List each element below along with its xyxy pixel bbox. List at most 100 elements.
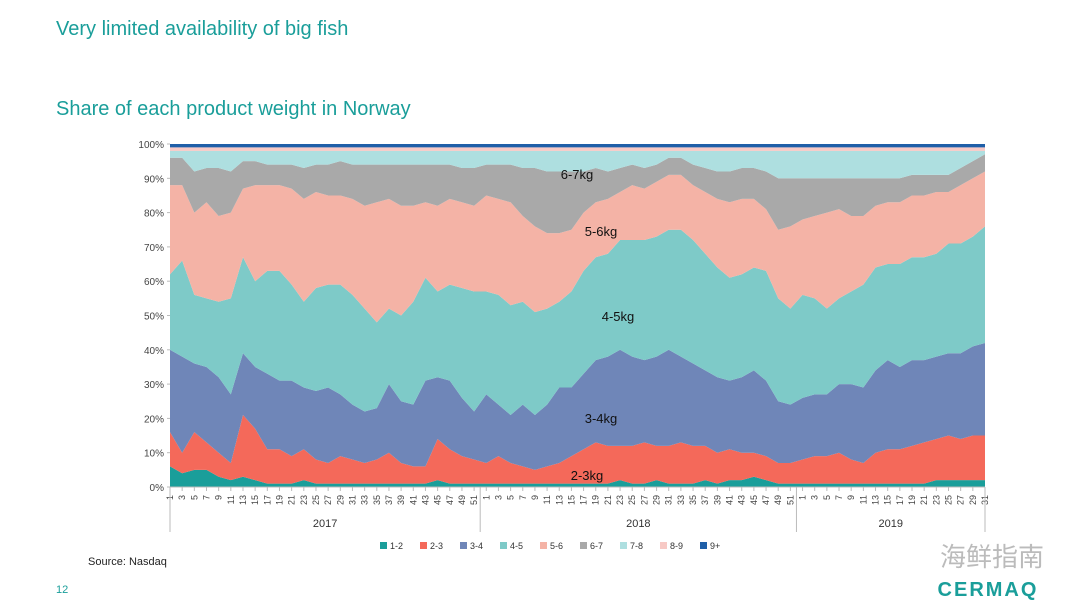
x-tick-label: 29 <box>335 495 345 505</box>
x-tick-label: 3 <box>177 495 187 500</box>
x-tick-label: 5 <box>822 495 832 500</box>
area <box>170 154 985 234</box>
x-tick-label: 25 <box>944 495 954 505</box>
logo: CERMAQ <box>938 579 1039 601</box>
x-tick-label: 11 <box>858 495 868 504</box>
annotation: 6-7kg <box>561 167 594 182</box>
x-tick-label: 41 <box>725 495 735 505</box>
legend-label: 6-7 <box>590 541 603 551</box>
area <box>170 147 985 151</box>
x-tick-label: 23 <box>615 495 625 505</box>
x-tick-label: 23 <box>931 495 941 505</box>
x-tick-label: 35 <box>372 495 382 505</box>
legend-label: 3-4 <box>470 541 483 551</box>
x-tick-label: 7 <box>834 495 844 500</box>
legend-swatch <box>540 542 547 549</box>
x-tick-label: 49 <box>773 495 783 505</box>
legend-swatch <box>500 542 507 549</box>
year-label: 2017 <box>313 518 337 530</box>
legend-label: 7-8 <box>630 541 643 551</box>
annotation: 4-5kg <box>602 309 635 324</box>
x-tick-label: 21 <box>287 495 297 505</box>
x-tick-label: 21 <box>603 495 613 505</box>
x-tick-label: 5 <box>506 495 516 500</box>
x-tick-label: 31 <box>347 495 357 505</box>
x-tick-label: 7 <box>518 495 528 500</box>
x-tick-label: 13 <box>238 495 248 505</box>
x-tick-label: 1 <box>798 495 808 500</box>
x-tick-label: 29 <box>968 495 978 505</box>
watermark: 海鲜指南 <box>940 542 1044 572</box>
legend-label: 4-5 <box>510 541 523 551</box>
x-tick-label: 15 <box>250 495 260 505</box>
x-tick-label: 33 <box>360 495 370 505</box>
x-tick-label: 17 <box>895 495 905 505</box>
y-tick-label: 60% <box>144 277 164 288</box>
source: Source: Nasdaq <box>88 556 167 568</box>
legend-label: 2-3 <box>430 541 443 551</box>
x-tick-label: 13 <box>554 495 564 505</box>
x-tick-label: 19 <box>907 495 917 505</box>
slide-title: Very limited availability of big fish <box>56 18 349 40</box>
x-tick-label: 45 <box>433 495 443 505</box>
area <box>170 150 985 179</box>
x-tick-label: 3 <box>493 495 503 500</box>
x-tick-label: 47 <box>761 495 771 505</box>
x-tick-label: 33 <box>676 495 686 505</box>
x-tick-label: 49 <box>457 495 467 505</box>
x-tick-label: 47 <box>445 495 455 505</box>
x-tick-label: 25 <box>311 495 321 505</box>
y-tick-label: 40% <box>144 346 164 357</box>
legend-label: 9+ <box>710 541 720 551</box>
x-tick-label: 51 <box>469 495 479 505</box>
area <box>170 466 985 487</box>
chart-title: Share of each product weight in Norway <box>56 98 411 120</box>
legend-swatch <box>380 542 387 549</box>
page-number: 12 <box>56 584 68 596</box>
x-tick-label: 35 <box>688 495 698 505</box>
legend-swatch <box>660 542 667 549</box>
area <box>170 414 985 484</box>
legend-swatch <box>420 542 427 549</box>
x-tick-label: 17 <box>579 495 589 505</box>
x-tick-label: 27 <box>323 495 333 505</box>
x-tick-label: 29 <box>652 495 662 505</box>
x-tick-label: 19 <box>274 495 284 505</box>
x-tick-label: 15 <box>566 495 576 505</box>
annotation: 3-4kg <box>585 411 618 426</box>
y-tick-label: 70% <box>144 243 164 254</box>
x-tick-label: 9 <box>846 495 856 500</box>
area <box>170 171 985 323</box>
x-tick-label: 11 <box>542 495 552 504</box>
x-tick-label: 19 <box>591 495 601 505</box>
year-label: 2018 <box>626 518 650 530</box>
x-tick-label: 37 <box>384 495 394 505</box>
x-tick-label: 39 <box>712 495 722 505</box>
x-tick-label: 27 <box>956 495 966 505</box>
x-tick-label: 43 <box>420 495 430 505</box>
y-tick-label: 30% <box>144 380 164 391</box>
legend-swatch <box>700 542 707 549</box>
legend-swatch <box>580 542 587 549</box>
legend-label: 8-9 <box>670 541 683 551</box>
x-tick-label: 51 <box>785 495 795 505</box>
x-tick-label: 1 <box>481 495 491 500</box>
y-tick-label: 10% <box>144 449 164 460</box>
x-tick-label: 13 <box>871 495 881 505</box>
legend-label: 5-6 <box>550 541 563 551</box>
y-tick-label: 90% <box>144 174 164 185</box>
y-tick-label: 80% <box>144 209 164 220</box>
legend-swatch <box>620 542 627 549</box>
area <box>170 144 985 148</box>
x-tick-label: 15 <box>883 495 893 505</box>
y-tick-label: 50% <box>144 312 164 323</box>
x-tick-label: 25 <box>627 495 637 505</box>
x-tick-label: 23 <box>299 495 309 505</box>
y-tick-label: 100% <box>138 140 164 151</box>
y-tick-label: 0% <box>150 483 165 494</box>
x-tick-label: 9 <box>530 495 540 500</box>
x-tick-label: 7 <box>201 495 211 500</box>
y-tick-label: 20% <box>144 414 164 425</box>
